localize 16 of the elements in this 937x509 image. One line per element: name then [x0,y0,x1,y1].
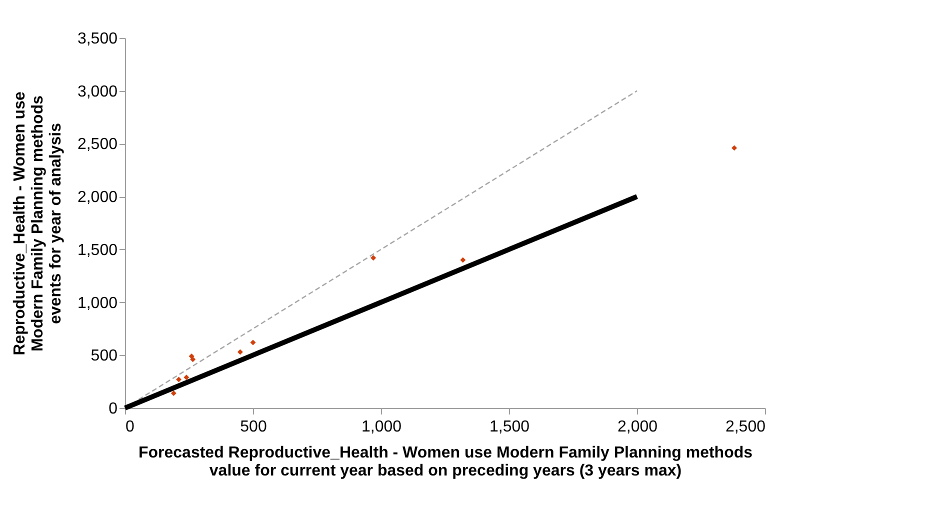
y-tick-label: 3,000 [77,83,118,100]
y-tick-label: 2,500 [77,136,118,154]
x-tick-label: 1,000 [361,418,402,436]
y-tick-label: 1,500 [77,242,118,259]
x-tick-label: 2,500 [725,418,766,436]
y-tick-label: 3,500 [77,30,118,48]
y-tick-label: 0 [108,400,118,418]
y-tick-label: 1,000 [77,294,118,312]
x-axis-title: Forecasted Reproductive_Health - Women use Modern Family Planning methods value for current year based on preceding years (3 years max) [138,444,753,480]
y-tick-label: 500 [90,348,118,365]
x-tick-label: 2,000 [617,418,658,436]
y-tick-label: 2,000 [77,189,118,206]
x-tick-label: 1,500 [489,418,530,436]
x-tick-label: 500 [240,418,267,436]
x-tick-label: 0 [126,418,134,436]
y-axis-title: Reproductive_Health - Women use Modern Family Planning methods events for year of analysis [11,92,64,356]
